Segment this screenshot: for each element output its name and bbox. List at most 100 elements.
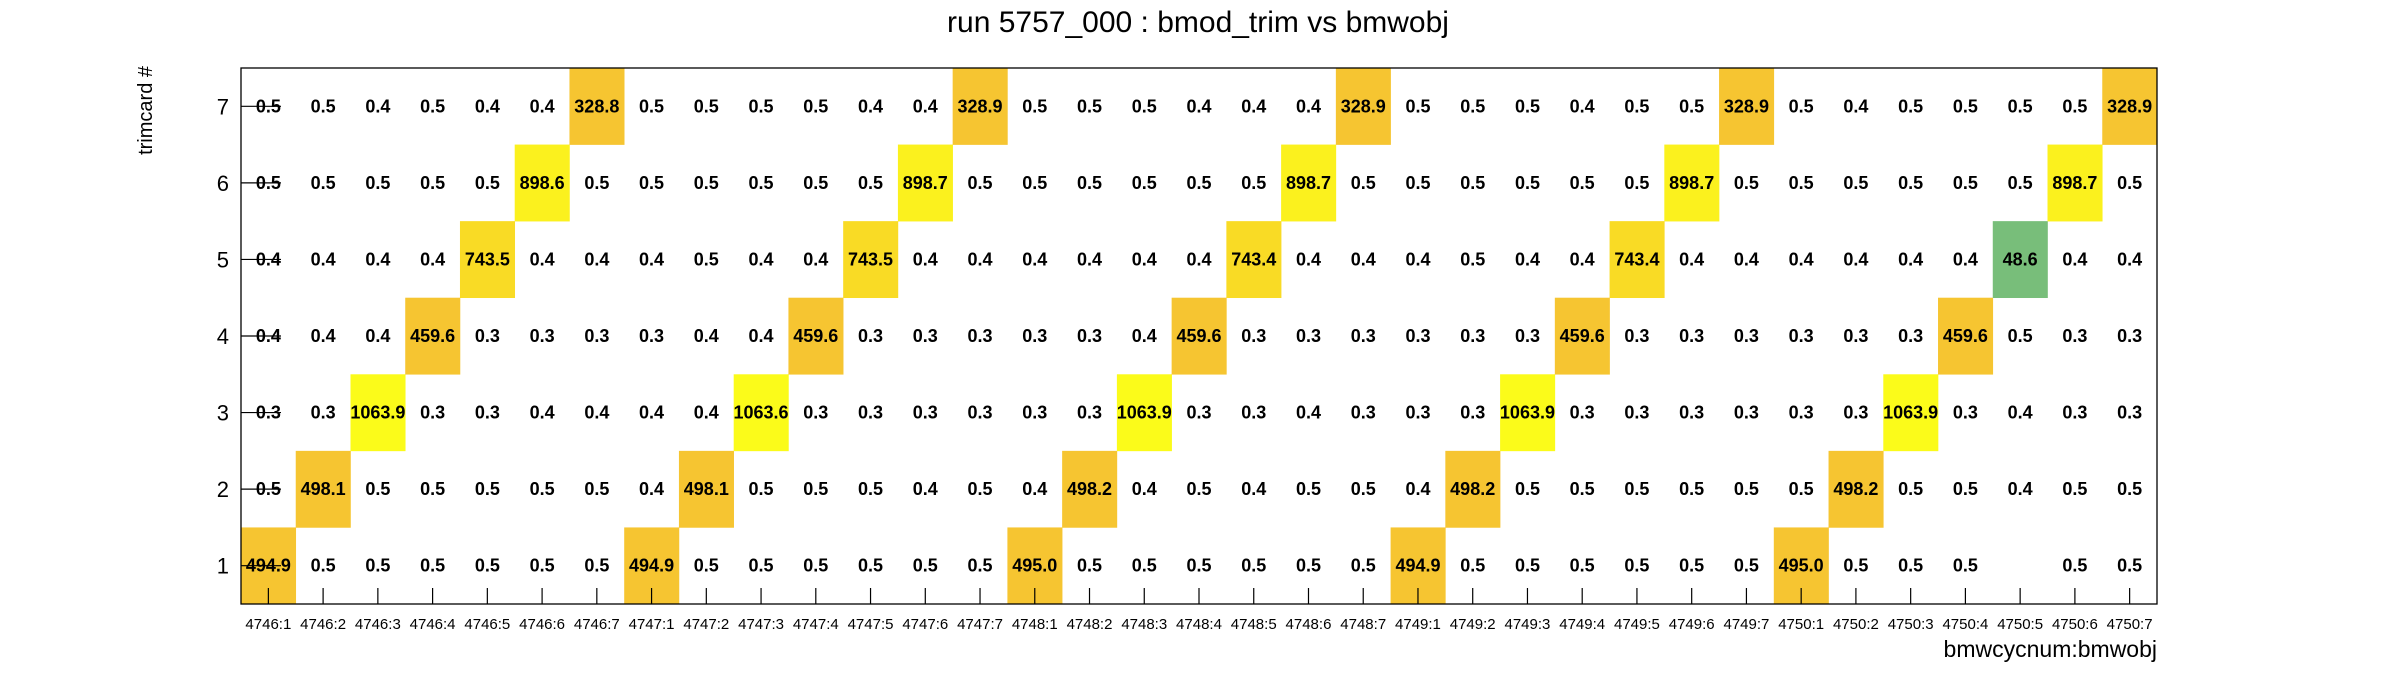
heatmap-cell <box>1719 68 1775 145</box>
y-tick-label: 5 <box>217 247 229 272</box>
cell-value-label: 0.4 <box>1405 479 1430 499</box>
cell-value-label: 0.3 <box>913 403 938 423</box>
cell-value-label: 0.4 <box>1898 249 1923 269</box>
x-tick-label: 4747:1 <box>629 616 675 633</box>
cell-value-label: 0.4 <box>1405 249 1430 269</box>
cell-value-label: 0.5 <box>1460 249 1485 269</box>
heatmap-cell <box>733 374 789 452</box>
cell-value-label: 0.5 <box>749 96 774 116</box>
cell-value-label: 0.3 <box>968 326 993 346</box>
cell-value-label: 0.5 <box>1186 479 1211 499</box>
cell-value-label: 0.3 <box>968 403 993 423</box>
cell-value-label: 0.5 <box>584 556 609 576</box>
heatmap-cell <box>1938 297 1994 375</box>
heatmap-cell <box>1554 297 1610 375</box>
cell-value-label: 0.3 <box>1624 326 1649 346</box>
cell-value-label: 459.6 <box>1560 326 1605 346</box>
cell-value-label: 0.4 <box>639 479 664 499</box>
cell-value-label: 0.4 <box>1132 326 1157 346</box>
cell-value-label: 0.5 <box>1077 96 1102 116</box>
x-tick-label: 4749:6 <box>1669 616 1715 633</box>
cell-value-label: 0.4 <box>913 479 938 499</box>
cell-value-label: 0.4 <box>694 326 719 346</box>
cell-value-label: 0.3 <box>475 403 500 423</box>
cell-value-label: 0.4 <box>1241 479 1266 499</box>
x-tick-label: 4750:5 <box>1997 616 2043 633</box>
cell-value-label: 0.4 <box>1296 403 1321 423</box>
cell-value-label: 0.4 <box>1296 249 1321 269</box>
cell-value-label: 0.3 <box>2117 403 2142 423</box>
cell-value-label: 0.5 <box>1570 556 1595 576</box>
cell-value-label: 0.5 <box>694 556 719 576</box>
cell-value-label: 0.5 <box>365 173 390 193</box>
heatmap-cell <box>678 450 734 528</box>
heatmap-cell <box>1116 374 1172 452</box>
cell-value-label: 0.4 <box>530 403 555 423</box>
cell-value-label: 0.4 <box>1734 249 1759 269</box>
cell-value-label: 0.4 <box>1843 249 1868 269</box>
cell-value-label: 0.3 <box>1022 403 1047 423</box>
cell-value-label: 0.5 <box>475 556 500 576</box>
cell-value-label: 0.4 <box>749 326 774 346</box>
cell-value-label: 0.5 <box>749 556 774 576</box>
cell-value-label: 494.9 <box>1395 556 1440 576</box>
cell-value-labels: 494.9 0.5 0.5 0.5 0.5 0.5 0.5 494.9 0.5 0.5 0.5 0.5… <box>246 96 2152 575</box>
cell-value-label: 328.9 <box>958 96 1003 116</box>
cell-value-label: 0.5 <box>858 173 883 193</box>
cell-value-label: 1063.6 <box>734 403 789 423</box>
cell-value-label: 0.5 <box>1898 173 1923 193</box>
cell-value-label: 0.3 <box>1405 326 1430 346</box>
cell-value-label: 0.4 <box>1077 249 1102 269</box>
cell-value-label: 0.5 <box>803 556 828 576</box>
cell-value-label: 0.5 <box>2008 326 2033 346</box>
heatmap-cell <box>1171 297 1227 375</box>
cell-value-label: 0.5 <box>1570 479 1595 499</box>
x-tick-label: 4750:1 <box>1778 616 1824 633</box>
cell-value-label: 0.5 <box>2062 556 2087 576</box>
heatmap-cell <box>2102 68 2158 145</box>
cell-value-label: 0.4 <box>749 249 774 269</box>
cell-value-label: 0.4 <box>1570 96 1595 116</box>
cell-value-label: 0.4 <box>803 249 828 269</box>
cell-value-label: 0.5 <box>1077 173 1102 193</box>
x-tick-label: 4749:1 <box>1395 616 1441 633</box>
heatmap-cell <box>2047 144 2103 222</box>
x-tick-label: 4748:1 <box>1012 616 1058 633</box>
cell-value-label: 0.5 <box>694 249 719 269</box>
cell-value-label: 459.6 <box>410 326 455 346</box>
cell-value-label: 0.3 <box>858 326 883 346</box>
cell-value-label: 0.5 <box>1953 173 1978 193</box>
cell-value-label: 0.4 <box>1843 96 1868 116</box>
cell-value-label: 0.5 <box>1898 479 1923 499</box>
cell-value-label: 0.3 <box>2117 326 2142 346</box>
cell-value-label: 0.5 <box>1241 556 1266 576</box>
cell-value-label: 0.4 <box>1296 96 1321 116</box>
cell-value-label: 328.8 <box>574 96 619 116</box>
cell-value-label: 0.5 <box>1843 556 1868 576</box>
cell-value-label: 0.5 <box>2008 96 2033 116</box>
heatmap-cells <box>241 68 2158 605</box>
cell-value-label: 0.5 <box>1515 479 1540 499</box>
cell-value-label: 0.3 <box>1734 326 1759 346</box>
cell-value-label: 0.5 <box>420 556 445 576</box>
cell-value-label: 0.4 <box>1186 249 1211 269</box>
cell-value-label: 0.3 <box>2062 403 2087 423</box>
cell-value-label: 0.5 <box>1077 556 1102 576</box>
cell-value-label: 459.6 <box>1176 326 1221 346</box>
x-axis-title: bmwcycnum:bmwobj <box>1944 636 2157 662</box>
cell-value-label: 0.4 <box>1351 249 1376 269</box>
x-tick-label: 4747:2 <box>683 616 729 633</box>
cell-value-label: 0.5 <box>749 479 774 499</box>
cell-value-label: 0.4 <box>639 249 664 269</box>
cell-value-label: 1063.9 <box>350 403 405 423</box>
cell-value-label: 459.6 <box>1943 326 1988 346</box>
cell-value-label: 0.5 <box>858 556 883 576</box>
cell-value-label: 743.5 <box>848 249 893 269</box>
cell-value-label: 0.3 <box>1351 403 1376 423</box>
cell-value-label: 0.4 <box>2008 479 2033 499</box>
cell-value-label: 494.9 <box>629 556 674 576</box>
cell-value-label: 0.5 <box>420 479 445 499</box>
x-tick-label: 4747:7 <box>957 616 1003 633</box>
cell-value-label: 0.5 <box>1570 173 1595 193</box>
y-tick-label: 4 <box>217 324 229 349</box>
